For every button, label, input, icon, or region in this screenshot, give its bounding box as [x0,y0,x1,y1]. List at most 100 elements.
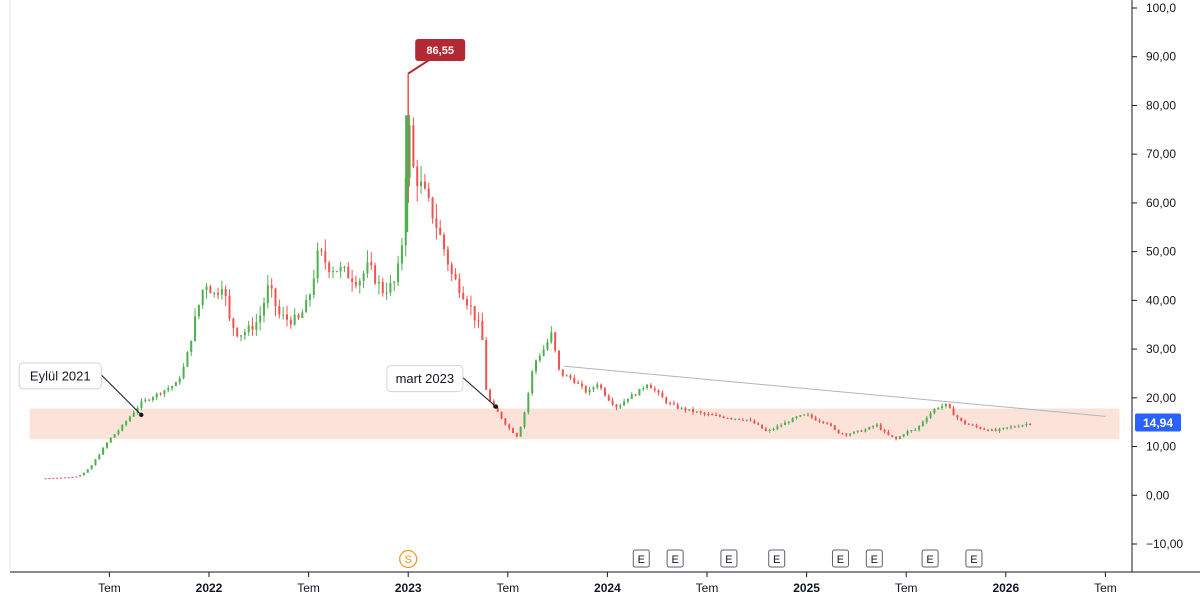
candle-body [569,375,572,378]
support-zone [29,408,1120,440]
candle-body [806,414,809,416]
candle-body [358,280,361,286]
candle-body [925,417,928,422]
candle-body [450,264,453,275]
callout-point [493,404,499,409]
candle-body [776,426,779,429]
candle-body [718,415,721,417]
candle-body [550,332,553,343]
candle-body [611,400,614,405]
candle-body [297,314,300,318]
candle-body [312,278,315,295]
candle-body [496,407,499,412]
candle-body [75,476,78,478]
time-tick-label: Tem [696,581,719,595]
candle-body [224,289,227,297]
candle-body [902,434,905,437]
candle-body [102,447,105,455]
earnings-marker-icon [666,549,684,568]
candle-body [285,314,288,320]
candle-body [59,477,62,479]
candle-body [515,433,518,437]
candle-body [320,250,323,252]
candle-body [542,349,545,356]
candle-body [849,433,852,436]
candle-body [994,429,997,431]
candle-body [90,465,93,470]
candle-body [672,403,675,405]
peak-price-label: 86,55 [407,39,466,75]
candle-body [584,386,587,393]
last-price-box [1135,413,1181,432]
candle-body [883,429,886,432]
candle-body [305,299,308,313]
time-tick-label: Tem [1094,581,1117,595]
candle-body [661,392,664,398]
candle-body [895,436,898,440]
candle-body [128,416,131,422]
candle-body [293,314,296,325]
price-axis[interactable]: 100,0 90,00 80,00 70,00 60,00 50,00 40,00 30,00… [1132,1,1183,551]
candle-body [814,417,817,421]
candle-body [1002,427,1005,429]
candle-body [829,423,832,426]
candle-body [749,419,752,421]
candle-body [339,267,342,272]
candle-body [255,322,258,330]
candle-body [439,227,442,235]
last-price-text: 14,94 [1143,416,1173,430]
candle-body [63,477,66,479]
candle-body [634,394,637,396]
candle-body [979,427,982,429]
callout-box [18,362,102,390]
candle-body [186,351,189,367]
candle-body [159,393,162,395]
candle-body [573,377,576,383]
time-tick-label: Tem [297,581,320,595]
callout-leader [100,374,142,416]
candle-body [228,296,231,319]
candle-body [113,434,116,438]
trendline[interactable] [563,365,1106,417]
candle-body [803,414,806,416]
candle-body [615,404,618,408]
split-marker-label: S [405,554,412,566]
candle-body [649,384,652,389]
candle-body [466,299,469,306]
candle-body [638,389,641,396]
candle-body [301,312,304,318]
candle-body [213,292,216,294]
candle-body [577,382,580,384]
candle-body [734,418,737,420]
candle-body [148,399,151,401]
candle-body [738,418,741,420]
candle-body [1017,426,1020,428]
candle-body [680,407,683,409]
candlestick-series [44,73,1032,480]
candle-body [366,262,369,274]
earnings-marker-label: E [638,554,645,566]
candle-body [948,403,951,409]
time-axis[interactable]: Tem 2022 Tem 2023 Tem 2024 Tem 2025 Tem 2026 Tem [98,572,1117,595]
candle-body [190,340,193,352]
candle-body [791,417,794,423]
candle-body [282,314,285,316]
candle-body [125,421,128,425]
candle-body [362,273,365,281]
candle-body [412,125,415,167]
candle-body [144,399,147,402]
candle-body [132,412,135,417]
candle-body [351,278,354,282]
candle-body [741,419,744,421]
candle-body [431,197,434,219]
earnings-marker-icon [831,549,849,568]
candle-body [753,420,756,424]
candle-body [512,428,515,434]
candle-body [600,384,603,389]
candle-body [408,125,411,178]
callout-label: Eylül 2021 [30,368,91,383]
peak-label-box [415,39,466,61]
candle-body [715,414,718,416]
candle-body [435,218,438,228]
